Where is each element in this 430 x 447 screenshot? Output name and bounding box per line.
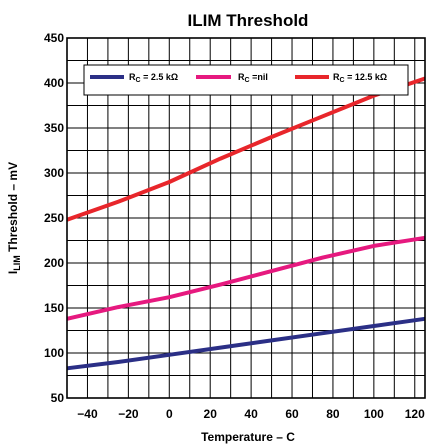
series-line-0 bbox=[66, 316, 426, 371]
y-tick-label: 200 bbox=[44, 256, 64, 270]
x-tick-label: 120 bbox=[405, 407, 425, 421]
y-axis-label-sub: LIM bbox=[12, 255, 22, 271]
series-layer bbox=[66, 76, 426, 371]
y-tick-label: 350 bbox=[44, 121, 64, 135]
grid-layer bbox=[66, 37, 425, 399]
x-tick-label: 0 bbox=[166, 407, 173, 421]
y-axis-label-rest: Threshold – mV bbox=[6, 162, 20, 255]
x-tick-label: 100 bbox=[364, 407, 384, 421]
x-tick-label: −20 bbox=[118, 407, 139, 421]
plot-frame bbox=[66, 37, 426, 399]
y-axis-label: ILIM Threshold – mV bbox=[6, 162, 22, 274]
x-tick-label: 60 bbox=[285, 407, 299, 421]
y-tick-label: 400 bbox=[44, 76, 64, 90]
y-tick-label: 150 bbox=[44, 301, 64, 315]
legend-label-2: RC = 12.5 kΩ bbox=[333, 72, 387, 84]
y-tick-label: 450 bbox=[44, 31, 64, 45]
y-tick-label: 50 bbox=[51, 391, 65, 405]
legend-label-1: RC =nil bbox=[238, 72, 268, 84]
legend-box bbox=[83, 64, 409, 96]
y-tick-label: 300 bbox=[44, 166, 64, 180]
x-tick-label: 80 bbox=[326, 407, 340, 421]
series-line-1 bbox=[66, 235, 426, 321]
legend: RC = 2.5 kΩ RC =nil RC = 12.5 kΩ bbox=[83, 64, 409, 96]
chart-title: ILIM Threshold bbox=[188, 11, 309, 30]
x-tick-label: 20 bbox=[204, 407, 218, 421]
series-line-2 bbox=[66, 76, 426, 222]
y-tick-label: 250 bbox=[44, 211, 64, 225]
y-axis-label-main: I bbox=[6, 271, 20, 274]
x-axis-label: Temperature – C bbox=[201, 430, 295, 444]
x-tick-label: −40 bbox=[77, 407, 98, 421]
legend-label-0: RC = 2.5 kΩ bbox=[129, 72, 178, 84]
y-tick-label: 100 bbox=[44, 346, 64, 360]
tick-layer: −40 −20 0 20 40 60 80 100 120 50 100 150 200 250 300 35… bbox=[44, 31, 425, 421]
x-tick-label: 40 bbox=[244, 407, 258, 421]
